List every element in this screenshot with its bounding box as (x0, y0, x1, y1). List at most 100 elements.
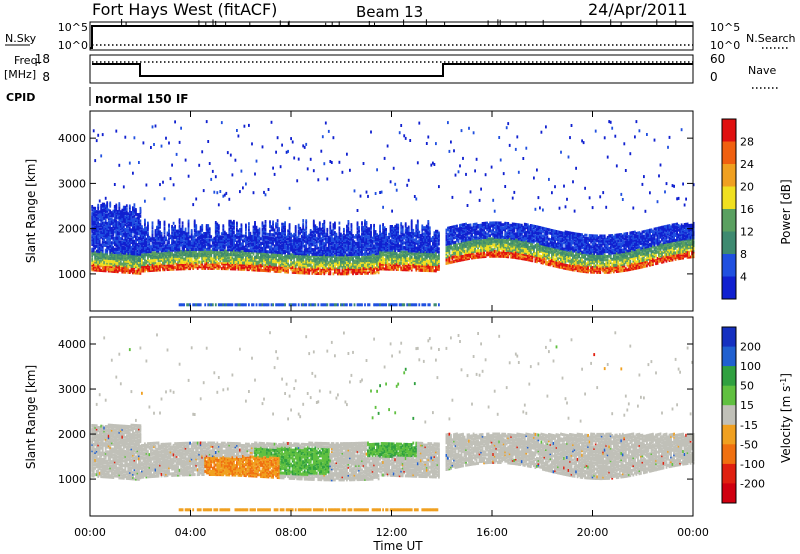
power-cell (154, 260, 157, 264)
power-cell (166, 241, 169, 245)
power-cell (234, 254, 237, 258)
power-cell (128, 161, 131, 165)
power-cell (128, 247, 131, 251)
power-cell (186, 256, 188, 260)
power-cell (113, 268, 116, 272)
power-cell (236, 221, 238, 225)
power-cell (370, 224, 372, 227)
power-cell (278, 227, 280, 231)
power-cell (104, 263, 107, 266)
power-cell (214, 263, 217, 267)
power-cell (214, 235, 217, 239)
power-cell (162, 257, 164, 261)
power-cell (231, 232, 234, 236)
power-cell (338, 226, 341, 230)
power-cell (136, 220, 139, 224)
power-cell (228, 237, 231, 241)
power-cell (136, 225, 139, 229)
power-cell (94, 208, 97, 212)
power-cell (136, 228, 139, 232)
power-cell (214, 259, 217, 262)
power-cell (139, 246, 142, 250)
power-cell (207, 235, 210, 239)
power-cell (98, 264, 101, 268)
power-cell (118, 248, 121, 252)
power-cell (171, 234, 173, 238)
power-cell (103, 205, 106, 209)
power-cell (217, 235, 220, 239)
power-cell (124, 228, 127, 231)
power-cell (183, 240, 185, 244)
power-cell (101, 269, 104, 273)
power-cell (229, 265, 232, 269)
power-cell (104, 266, 107, 270)
power-cell (153, 237, 155, 241)
power-cell (233, 238, 235, 242)
power-cell (180, 250, 182, 253)
power-cell (281, 143, 283, 147)
power-cell (156, 225, 158, 229)
power-cell (166, 247, 169, 251)
power-cell (229, 242, 232, 245)
power-cell (214, 236, 217, 240)
power-cell (216, 252, 219, 256)
power-cell (127, 269, 130, 273)
power-cell (222, 267, 225, 271)
power-cell (242, 239, 244, 243)
power-cell (139, 252, 142, 256)
power-cell (160, 231, 163, 235)
power-cell (122, 261, 125, 265)
power-cell (127, 239, 130, 243)
power-cell (210, 260, 213, 264)
power-cell (122, 256, 125, 260)
power-cell (113, 209, 116, 213)
power-cell (214, 252, 217, 256)
power-cell (148, 262, 151, 266)
power-cell (190, 254, 193, 258)
power-cell (294, 303, 297, 307)
power-cell (104, 204, 107, 208)
power-cell (121, 254, 124, 258)
power-cell (261, 232, 264, 236)
power-cell (151, 245, 154, 249)
power-cell (219, 254, 222, 258)
power-cell (122, 213, 125, 217)
power-cell (98, 261, 101, 264)
power-cell (374, 192, 377, 195)
power-cell (228, 245, 231, 249)
power-cell (168, 141, 170, 145)
power-cell (255, 268, 258, 272)
power-cell (248, 242, 250, 246)
power-cell (210, 255, 213, 259)
power-cell (94, 213, 97, 217)
power-cell (119, 257, 122, 261)
power-cell (223, 238, 226, 242)
power-cell (309, 260, 312, 264)
power-cell (91, 205, 94, 208)
power-cell (202, 266, 205, 270)
power-cell (121, 210, 124, 214)
power-cell (130, 253, 133, 257)
power-cell (165, 247, 167, 251)
power-cell (214, 254, 217, 258)
power-cell (261, 238, 264, 242)
power-cell (258, 238, 261, 242)
power-cell (178, 265, 181, 269)
power-cell (133, 263, 136, 267)
power-cell (104, 232, 107, 236)
power-cell (204, 236, 207, 240)
power-cell (226, 249, 229, 253)
power-cell (142, 264, 145, 268)
power-cell (234, 267, 237, 271)
power-cell (243, 266, 246, 270)
power-cell (183, 230, 185, 234)
power-cell (258, 248, 261, 252)
power-cell (249, 242, 252, 246)
power-cell (184, 238, 187, 242)
power-cell (101, 258, 104, 261)
power-cell (119, 264, 122, 268)
power-cell (193, 221, 196, 225)
power-cell (202, 240, 205, 243)
power-cell (309, 267, 312, 270)
